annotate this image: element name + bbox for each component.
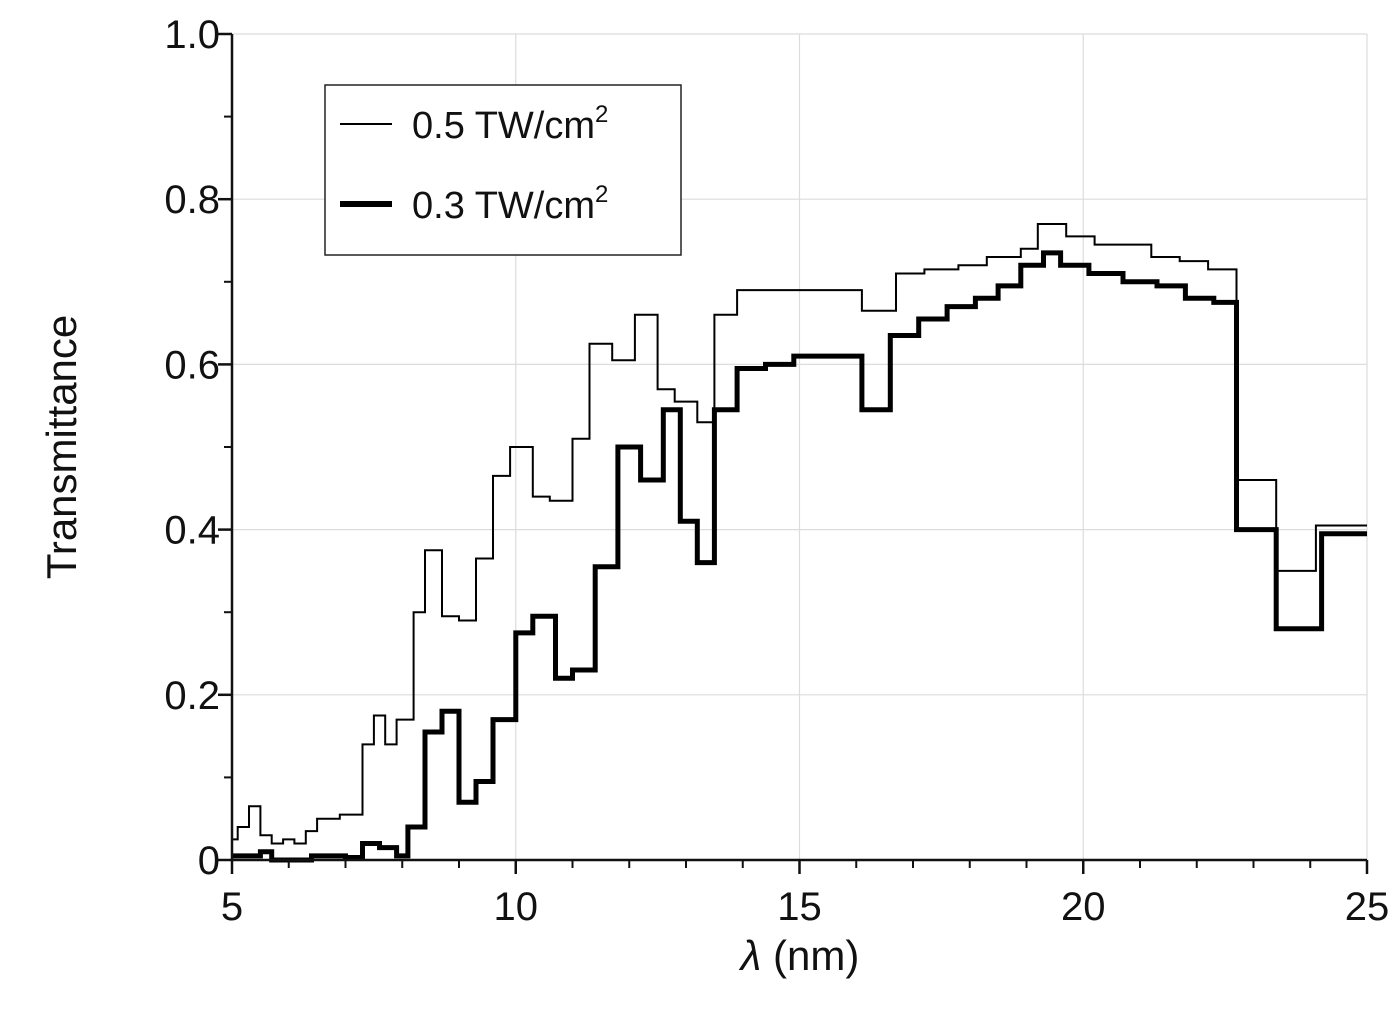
legend-box bbox=[324, 84, 682, 256]
y-tick-label-0: 0 bbox=[198, 839, 220, 883]
y-tick-label-2: 0.4 bbox=[164, 509, 220, 553]
grid-lines bbox=[232, 33, 1368, 860]
legend: 0.5 TW/cm2 0.3 TW/cm2 bbox=[324, 84, 682, 256]
y-tick-label-3: 0.6 bbox=[164, 343, 220, 387]
series-line-0 bbox=[232, 223, 1367, 845]
x-tick-label-0: 5 bbox=[221, 885, 243, 929]
x-tick-label-2: 15 bbox=[777, 885, 822, 929]
y-axis-title: Transmittance bbox=[38, 315, 85, 580]
legend-label-1-sup: 2 bbox=[595, 181, 608, 208]
ticks bbox=[218, 32, 1369, 874]
y-tick-label-5: 1.0 bbox=[164, 13, 220, 57]
x-tick-label-3: 20 bbox=[1061, 885, 1106, 929]
x-axis-variable: λ bbox=[739, 932, 762, 979]
x-axis-unit: (nm) bbox=[761, 932, 859, 979]
x-tick-label-4: 25 bbox=[1345, 885, 1390, 929]
legend-label-0: 0.5 TW/cm2 bbox=[412, 101, 608, 147]
legend-label-0-sup: 2 bbox=[595, 101, 608, 128]
y-tick-label-1: 0.2 bbox=[164, 674, 220, 718]
series-line-1 bbox=[232, 250, 1367, 863]
x-tick-label-1: 10 bbox=[494, 885, 539, 929]
x-axis-title: λ (nm) bbox=[739, 932, 860, 979]
legend-label-0-base: 0.5 TW/cm bbox=[412, 105, 595, 147]
y-tick-label-4: 0.8 bbox=[164, 178, 220, 222]
tick-labels: 5 10 15 20 25 0 0.2 0.4 0.6 0.8 1.0 bbox=[164, 13, 1389, 929]
legend-label-1-base: 0.3 TW/cm bbox=[412, 185, 595, 227]
series-layer bbox=[232, 223, 1367, 863]
legend-label-1: 0.3 TW/cm2 bbox=[412, 181, 608, 227]
